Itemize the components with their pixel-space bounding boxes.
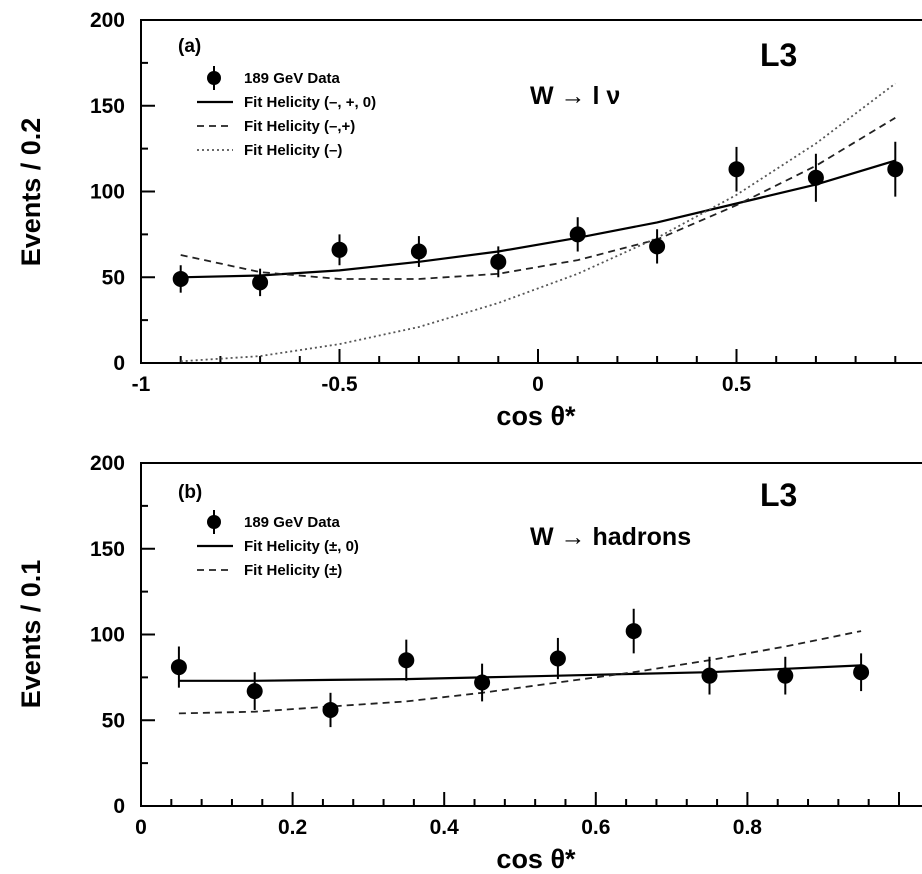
panel-a-label: (a) <box>178 36 201 57</box>
x-tick-label: 0.8 <box>733 816 763 839</box>
panel-b-x-tick-labels: 0 0.2 0.4 0.6 0.8 <box>135 816 762 839</box>
y-tick-label: 100 <box>90 624 125 647</box>
data-point <box>474 674 491 691</box>
x-tick-label: 0.4 <box>430 816 460 839</box>
panel-b-y-tick-labels: 0 50 100 150 200 <box>90 452 125 818</box>
data-point <box>172 270 189 287</box>
legend-label-fit: Fit Helicity (–,+) <box>244 118 355 135</box>
x-tick-label: 0.2 <box>278 816 307 839</box>
y-tick-label: 50 <box>102 709 125 732</box>
legend-label-fit: Fit Helicity (–) <box>244 142 342 159</box>
data-point <box>490 253 507 270</box>
panel-b-fit-curves <box>178 630 862 715</box>
fit-curve-solid <box>180 159 896 279</box>
panel-a-ticks <box>140 19 897 364</box>
data-point <box>625 623 642 640</box>
data-point <box>398 652 415 669</box>
panel-a-data-points <box>172 141 904 297</box>
x-tick-label: 0.5 <box>722 373 752 396</box>
legend-label-data: 189 GeV Data <box>244 70 341 87</box>
data-point <box>322 701 339 718</box>
data-point <box>246 683 263 700</box>
panel-a-x-axis-label: cos θ* <box>496 401 576 431</box>
panel-a-legend: 189 GeV Data Fit Helicity (–, +, 0) Fit He… <box>197 66 376 159</box>
data-point <box>853 664 870 681</box>
legend-label-fit: Fit Helicity (±, 0) <box>244 538 359 555</box>
fit-curve-dashed <box>180 117 896 280</box>
legend-marker-data <box>207 515 221 529</box>
panel-b-process: W → hadrons <box>530 523 691 551</box>
fit-curve-dashed <box>178 630 862 715</box>
data-point <box>252 274 269 291</box>
data-point <box>728 161 745 178</box>
y-tick-label: 0 <box>113 795 125 818</box>
panel-b-x-axis-label: cos θ* <box>496 844 576 874</box>
panel-b-ticks <box>140 462 900 807</box>
y-tick-label: 150 <box>90 95 125 118</box>
x-tick-label: 0 <box>532 373 544 396</box>
panel-b: 0 50 100 150 200 0 0.2 0.4 0.6 0.8 (b) L3 W → ha… <box>16 452 922 874</box>
y-tick-label: 50 <box>102 266 125 289</box>
x-tick-label: 0.6 <box>581 816 610 839</box>
panel-b-data-points <box>170 608 870 728</box>
data-point <box>701 667 718 684</box>
panel-b-legend: 189 GeV Data Fit Helicity (±, 0) Fit Helic… <box>197 510 359 579</box>
y-tick-label: 100 <box>90 181 125 204</box>
panel-a-experiment: L3 <box>760 37 797 73</box>
legend-label-fit: Fit Helicity (±) <box>244 562 342 579</box>
data-point <box>170 659 187 676</box>
y-tick-label: 0 <box>113 352 125 375</box>
data-point <box>410 243 427 260</box>
x-tick-label: -0.5 <box>321 373 358 396</box>
legend-label-fit: Fit Helicity (–, +, 0) <box>244 94 376 111</box>
panel-a-x-tick-labels: -1 -0.5 0 0.5 <box>132 373 752 396</box>
fit-curve-dotted <box>180 82 896 363</box>
data-point <box>569 226 586 243</box>
panel-a: 0 50 100 150 200 -1 -0.5 0 0.5 (a) L3 W → l ν c… <box>16 9 922 431</box>
data-point <box>887 161 904 178</box>
panel-a-process: W → l ν <box>530 82 620 110</box>
panel-a-y-tick-labels: 0 50 100 150 200 <box>90 9 125 375</box>
data-point <box>331 241 348 258</box>
data-point <box>549 650 566 667</box>
y-tick-label: 200 <box>90 9 125 32</box>
panel-b-experiment: L3 <box>760 477 797 513</box>
fit-curve-solid <box>178 664 862 682</box>
legend-marker-data <box>207 71 221 85</box>
panel-a-fit-curves <box>180 82 896 363</box>
data-point <box>649 238 666 255</box>
y-tick-label: 200 <box>90 452 125 475</box>
data-point <box>807 169 824 186</box>
data-point <box>777 667 794 684</box>
legend-label-data: 189 GeV Data <box>244 514 341 531</box>
y-tick-label: 150 <box>90 538 125 561</box>
panel-a-y-axis-label: Events / 0.2 <box>16 118 46 267</box>
panel-b-y-axis-label: Events / 0.1 <box>16 560 46 709</box>
panel-b-label: (b) <box>178 482 202 503</box>
x-tick-label: 0 <box>135 816 147 839</box>
x-tick-label: -1 <box>132 373 151 396</box>
